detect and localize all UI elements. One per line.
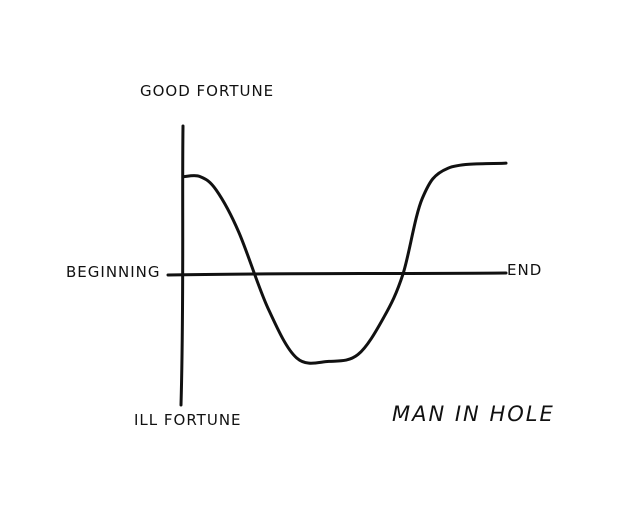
ill-fortune-label: ILL FORTUNE	[134, 411, 242, 429]
good-fortune-label: GOOD FORTUNE	[140, 82, 275, 100]
axes	[166, 124, 508, 407]
horizontal-axis-line	[166, 271, 508, 277]
end-label: END	[507, 261, 543, 279]
fortune-curve-group	[182, 161, 508, 365]
vertical-axis-line	[179, 124, 185, 407]
beginning-label: BEGINNING	[66, 263, 161, 281]
diagram-title: MAN IN HOLE	[392, 402, 555, 426]
fortune-curve	[182, 161, 508, 365]
